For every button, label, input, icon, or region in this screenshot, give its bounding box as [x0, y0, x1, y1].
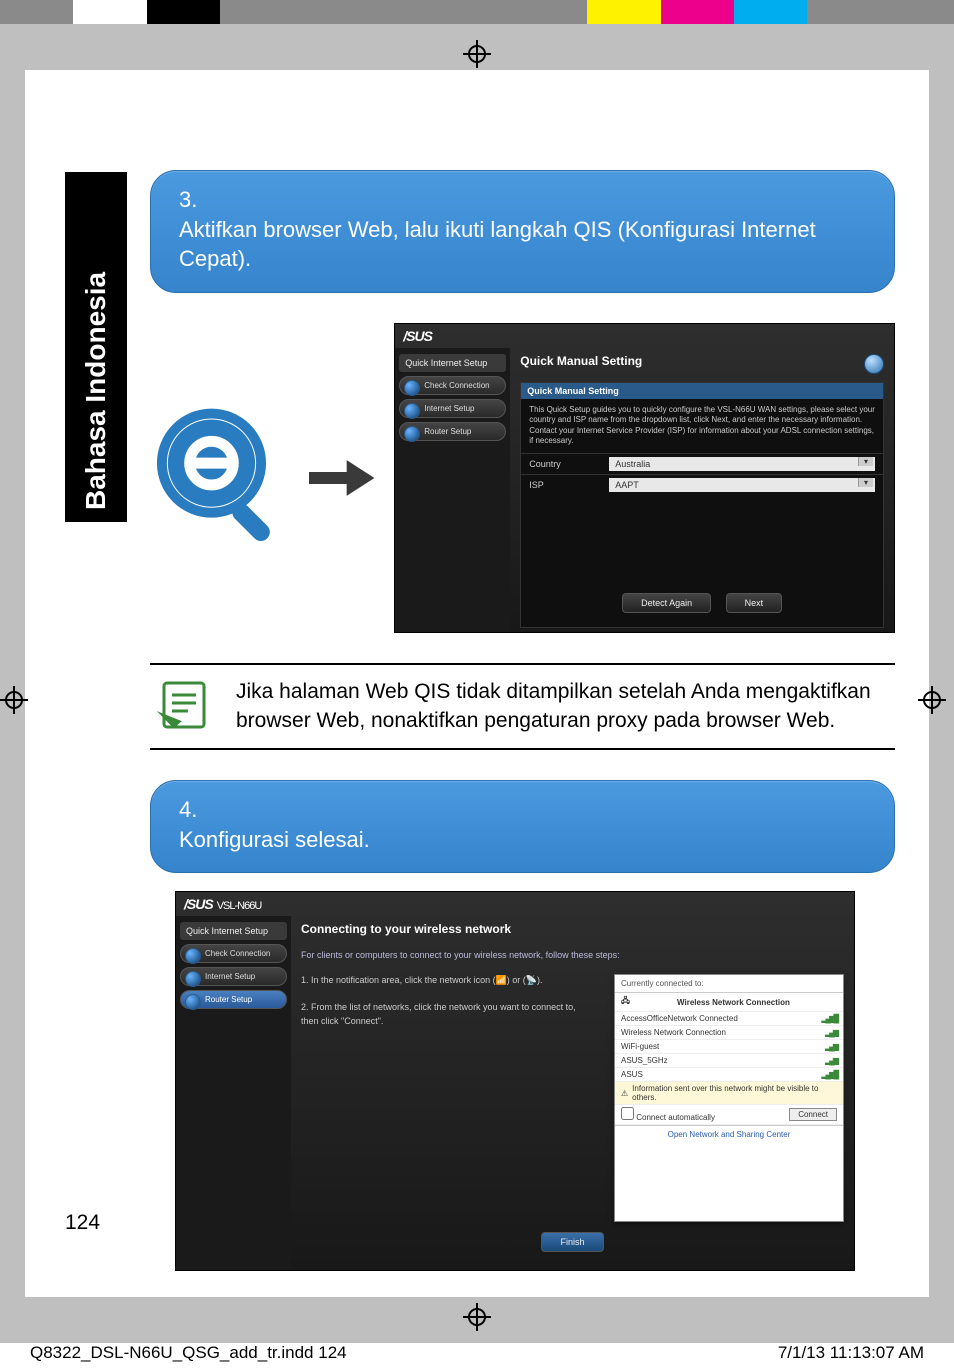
registration-mark-icon [463, 1303, 491, 1331]
sidebar-item-internet-setup[interactable]: Internet Setup [180, 967, 287, 986]
wifi-popup-header: Currently connected to: [615, 975, 843, 993]
wifi-networks-popup: Currently connected to: 🖧Wireless Networ… [614, 974, 844, 1222]
sidebar-item-check-connection[interactable]: Check Connection [399, 376, 506, 395]
sidebar-title: Quick Internet Setup [180, 922, 287, 940]
subpanel-header: Quick Manual Setting [521, 383, 883, 399]
panel-intro: For clients or computers to connect to y… [301, 950, 844, 960]
step-3-bubble: 3. Aktifkan browser Web, lalu ikuti lang… [150, 170, 895, 293]
step-text: Aktifkan browser Web, lalu ikuti langkah… [179, 215, 832, 274]
wifi-network-item[interactable]: WiFi-guest▂▄▆ [615, 1040, 843, 1054]
globe-icon [864, 354, 884, 374]
wired-label: Wireless Network Connection [677, 998, 790, 1007]
country-label: Country [529, 459, 609, 469]
step-text: Konfigurasi selesai. [179, 825, 832, 855]
wifi-network-item[interactable]: ASUS▂▄▆█ [615, 1068, 843, 1082]
asus-logo: /SUS [395, 324, 894, 348]
print-footer: Q8322_DSL-N66U_QSG_add_tr.indd 124 7/1/1… [30, 1343, 924, 1363]
sidebar-item-router-setup[interactable]: Router Setup [180, 990, 287, 1009]
sidebar-item-router-setup[interactable]: Router Setup [399, 422, 506, 441]
router-qis-screenshot-1: /SUS Quick Internet Setup Check Connecti… [394, 323, 895, 633]
isp-label: ISP [529, 480, 609, 490]
registration-mark-icon [0, 686, 28, 714]
next-button[interactable]: Next [726, 593, 783, 613]
sidebar-item-check-connection[interactable]: Check Connection [180, 944, 287, 963]
step-number: 4. [179, 795, 209, 825]
footer-filename: Q8322_DSL-N66U_QSG_add_tr.indd 124 [30, 1343, 347, 1363]
country-dropdown[interactable]: Australia [609, 457, 875, 471]
finish-button[interactable]: Finish [541, 1232, 603, 1252]
connect-button[interactable]: Connect [789, 1108, 837, 1121]
auto-connect-label: Connect automatically [636, 1113, 715, 1122]
model-label: VSL-N66U [217, 900, 262, 912]
wifi-network-item[interactable]: ASUS_5GHz▂▄▆ [615, 1054, 843, 1068]
page-number: 124 [65, 1211, 100, 1235]
open-network-center-link[interactable]: Open Network and Sharing Center [615, 1125, 843, 1143]
asus-logo: /SUSVSL-N66U [176, 892, 854, 916]
auto-connect-checkbox[interactable] [621, 1107, 634, 1120]
registration-mark-icon [918, 686, 946, 714]
browser-search-icon [150, 408, 289, 548]
arrow-right-icon [307, 458, 376, 498]
detect-again-button[interactable]: Detect Again [622, 593, 711, 613]
isp-dropdown[interactable]: AAPT [609, 478, 875, 492]
panel-title: Connecting to your wireless network [301, 922, 844, 936]
qis-sidebar: Quick Internet Setup Check Connection In… [176, 916, 291, 1271]
subpanel-description: This Quick Setup guides you to quickly c… [521, 399, 883, 453]
crop-shade [0, 24, 25, 1343]
note-icon [156, 677, 212, 733]
step-4-bubble: 4. Konfigurasi selesai. [150, 780, 895, 873]
panel-title: Quick Manual Setting [520, 354, 884, 374]
step-2-text: 2. From the list of networks, click the … [301, 1001, 594, 1028]
step-1-text: 1. In the notification area, click the n… [301, 974, 594, 988]
sidebar-title: Quick Internet Setup [399, 354, 506, 372]
sidebar-item-internet-setup[interactable]: Internet Setup [399, 399, 506, 418]
print-color-bar [0, 0, 954, 24]
qis-sidebar: Quick Internet Setup Check Connection In… [395, 348, 510, 633]
crop-shade [929, 24, 954, 1343]
connection-steps: 1. In the notification area, click the n… [301, 974, 594, 1222]
footer-timestamp: 7/1/13 11:13:07 AM [778, 1343, 924, 1363]
step-number: 3. [179, 185, 209, 215]
wifi-network-item[interactable]: Wireless Network Connection▂▄▆ [615, 1026, 843, 1040]
wifi-info-text: Information sent over this network might… [628, 1084, 837, 1102]
wifi-network-item[interactable]: AccessOfficeNetwork Connected▂▄▆█ [615, 1012, 843, 1026]
note-block: Jika halaman Web QIS tidak ditampilkan s… [150, 663, 895, 750]
language-tab: Bahasa Indonesia [65, 172, 127, 522]
router-qis-screenshot-2: /SUSVSL-N66U Quick Internet Setup Check … [175, 891, 855, 1271]
registration-mark-icon [463, 40, 491, 68]
note-text: Jika halaman Web QIS tidak ditampilkan s… [236, 677, 889, 736]
